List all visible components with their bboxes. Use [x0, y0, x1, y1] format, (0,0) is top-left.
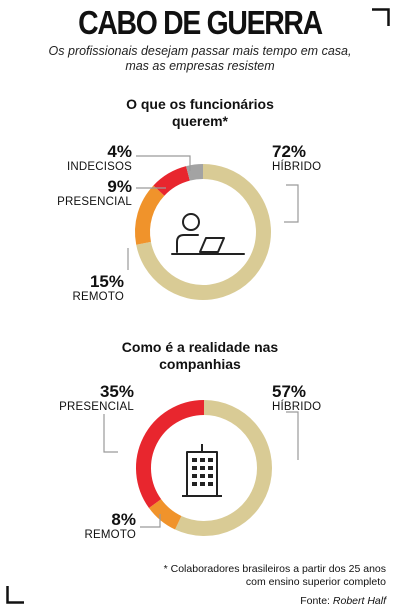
donut-slice-indecisos	[186, 164, 204, 181]
label-remoto-chart2: 8% REMOTO	[60, 511, 136, 542]
donut-slice-hibrido	[136, 164, 271, 300]
chart1-title-line-1: O que os funcionários	[126, 96, 274, 112]
value-label: 35%	[99, 382, 134, 401]
leader-line-presencial-2	[103, 414, 118, 453]
category-label: HÍBRIDO	[272, 401, 322, 413]
label-hibrido-chart1: 72% HÍBRIDO	[240, 143, 360, 174]
donut-slice-remoto	[135, 185, 165, 245]
leader-line-remoto-2	[140, 514, 161, 528]
category-label: REMOTO	[84, 529, 136, 541]
chart2-title: Como é a realidade nas companhias	[0, 339, 400, 373]
chart2-title-line-1: Como é a realidade nas	[121, 339, 279, 355]
subtitle-line-1: Os profissionais desejam passar mais tem…	[48, 44, 352, 58]
chart2-title-line-2: companhias	[159, 356, 241, 372]
footnote: * Colaboradores brasileiros a partir dos…	[164, 563, 386, 608]
value-label: 8%	[111, 510, 136, 529]
source-name: Robert Half	[332, 595, 386, 607]
label-remoto-chart1: 15% REMOTO	[40, 273, 124, 304]
donut-slice-hibrido	[175, 400, 272, 536]
source-credit: Fonte: Robert Half	[164, 595, 386, 608]
donut-slice-presencial	[136, 400, 205, 508]
corner-mark-bottom-left	[6, 586, 24, 604]
value-label: 72%	[272, 142, 307, 161]
footnote-line-1: * Colaboradores brasileiros a partir dos…	[163, 563, 386, 575]
chart1-title-line-2: querem*	[171, 113, 229, 129]
category-label: HÍBRIDO	[272, 161, 322, 173]
category-label: INDECISOS	[66, 161, 132, 173]
leader-line-hibrido-1	[284, 184, 299, 223]
person-at-laptop-icon	[171, 213, 245, 255]
infographic-title: CABO DE GUERRA	[78, 4, 323, 41]
leader-line-indecisos-1	[136, 155, 191, 171]
subtitle-line-2: mas as empresas resistem	[125, 59, 275, 73]
value-label: 9%	[107, 177, 132, 196]
donut-slice-presencial	[153, 166, 191, 196]
value-label: 4%	[107, 142, 132, 161]
value-label: 15%	[89, 272, 124, 291]
category-label: PRESENCIAL	[59, 401, 134, 413]
label-presencial-chart2: 35% PRESENCIAL	[30, 383, 134, 414]
category-label: PRESENCIAL	[57, 196, 132, 208]
office-building-icon	[182, 444, 222, 497]
infographic-subtitle: Os profissionais desejam passar mais tem…	[0, 44, 400, 74]
corner-mark-top-right	[372, 8, 390, 26]
source-prefix: Fonte:	[300, 595, 333, 607]
label-hibrido-chart2: 57% HÍBRIDO	[272, 383, 372, 414]
donut-chart-employees	[135, 164, 271, 300]
category-label: REMOTO	[72, 291, 124, 303]
label-presencial-chart1: 9% PRESENCIAL	[30, 178, 132, 209]
leader-line-hibrido-2	[286, 411, 299, 460]
donut-slice-remoto	[148, 498, 182, 530]
value-label: 57%	[272, 382, 307, 401]
chart1-title: O que os funcionários querem*	[0, 96, 400, 130]
chart1-leader-lines	[127, 155, 299, 270]
footnote-line-2: com ensino superior completo	[245, 576, 386, 588]
chart2-leader-lines	[103, 411, 299, 528]
label-indecisos-chart1: 4% INDECISOS	[40, 143, 132, 174]
donut-chart-companies	[136, 400, 272, 536]
